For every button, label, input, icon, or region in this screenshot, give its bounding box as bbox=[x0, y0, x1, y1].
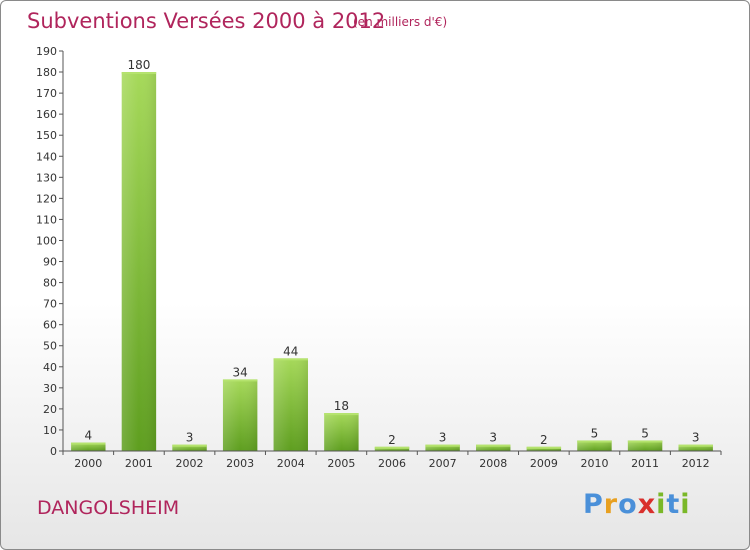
x-axis-ticks: 2000 2001 2002 2003 2004 2005 2006 2007 2008 2009… bbox=[62, 451, 722, 470]
bar-shade-2012 bbox=[678, 444, 713, 451]
place-name: DANGOLSHEIM bbox=[37, 497, 180, 519]
x-tick-label: 2009 bbox=[530, 457, 558, 470]
data-label-2000: 4 bbox=[84, 429, 92, 443]
bar-shade-2008 bbox=[476, 444, 511, 451]
y-tick-label: 20 bbox=[43, 403, 57, 416]
x-tick-label: 2007 bbox=[429, 457, 457, 470]
y-tick-label: 60 bbox=[43, 319, 57, 332]
y-tick-label: 120 bbox=[36, 192, 57, 205]
data-label-2009: 2 bbox=[540, 433, 548, 447]
data-label-2002: 3 bbox=[186, 431, 194, 445]
y-tick-label: 140 bbox=[36, 150, 57, 163]
bar-highlight-2007 bbox=[425, 444, 460, 447]
data-label-2007: 3 bbox=[439, 431, 447, 445]
y-tick-label: 170 bbox=[36, 87, 57, 100]
bar-highlight-2010 bbox=[577, 440, 612, 443]
y-tick-label: 100 bbox=[36, 234, 57, 247]
x-tick-label: 2010 bbox=[580, 457, 608, 470]
y-tick-label: 40 bbox=[43, 361, 57, 374]
x-tick-label: 2005 bbox=[327, 457, 355, 470]
bar-shade-2009 bbox=[526, 446, 562, 451]
logo-letter: i bbox=[680, 489, 691, 520]
y-tick-label: 10 bbox=[43, 424, 57, 437]
x-tick-label: 2000 bbox=[74, 457, 102, 470]
bar-shade-2002 bbox=[172, 444, 207, 451]
y-tick-label: 130 bbox=[36, 171, 57, 184]
y-tick-label: 90 bbox=[43, 256, 57, 269]
y-tick-label: 190 bbox=[36, 45, 57, 58]
data-label-2001: 180 bbox=[127, 58, 150, 72]
data-label-2005: 18 bbox=[334, 399, 349, 413]
x-tick-label: 2003 bbox=[226, 457, 254, 470]
y-tick-label: 0 bbox=[50, 445, 57, 458]
y-tick-label: 150 bbox=[36, 129, 57, 142]
bar-shade-2010 bbox=[577, 440, 612, 451]
bars: 4 180 3 34 44 18 2 3 3 2 5 5 3 bbox=[71, 58, 713, 451]
x-tick-label: 2006 bbox=[378, 457, 406, 470]
y-tick-label: 160 bbox=[36, 108, 57, 121]
data-label-2006: 2 bbox=[388, 433, 396, 447]
chart-unit: (en milliers d'€) bbox=[353, 15, 448, 29]
bar-highlight-2006 bbox=[374, 446, 410, 449]
x-tick-label: 2001 bbox=[125, 457, 153, 470]
bar-highlight-2000 bbox=[71, 442, 106, 445]
y-tick-label: 50 bbox=[43, 340, 57, 353]
bar-highlight-2008 bbox=[476, 444, 511, 447]
bar-highlight-2003 bbox=[222, 379, 258, 382]
logo-letter: r bbox=[603, 489, 619, 520]
bar-shade-2006 bbox=[374, 446, 410, 451]
x-tick-label: 2002 bbox=[176, 457, 204, 470]
logo-letter: o bbox=[618, 489, 638, 520]
bar-shade-2007 bbox=[425, 444, 460, 451]
bar-highlight-2012 bbox=[678, 444, 713, 447]
logo-letter: P bbox=[583, 489, 604, 520]
y-tick-label: 180 bbox=[36, 66, 57, 79]
bar-shade-2005 bbox=[324, 413, 359, 451]
data-label-2003: 34 bbox=[233, 365, 248, 379]
x-tick-label: 2004 bbox=[277, 457, 305, 470]
y-tick-label: 80 bbox=[43, 277, 57, 290]
bar-shade-2001 bbox=[121, 72, 157, 451]
y-tick-label: 30 bbox=[43, 382, 57, 395]
y-tick-label: 70 bbox=[43, 298, 57, 311]
x-tick-label: 2011 bbox=[631, 457, 659, 470]
data-label-2004: 44 bbox=[283, 344, 298, 358]
logo-letter: x bbox=[637, 489, 657, 520]
bar-shade-2011 bbox=[627, 440, 663, 451]
logo-letter: t bbox=[666, 489, 681, 520]
y-tick-label: 110 bbox=[36, 213, 57, 226]
bar-highlight-2002 bbox=[172, 444, 207, 447]
data-label-2012: 3 bbox=[692, 431, 700, 445]
data-label-2011: 5 bbox=[641, 426, 649, 440]
bar-highlight-2005 bbox=[324, 413, 359, 416]
bar-highlight-2001 bbox=[121, 72, 157, 75]
y-axis-ticks: 0 10 20 30 40 50 60 70 80 90 100 110 120 130 140 150 160… bbox=[36, 45, 63, 458]
logo-letter: i bbox=[656, 489, 667, 520]
bar-highlight-2011 bbox=[627, 440, 663, 443]
data-label-2010: 5 bbox=[591, 426, 599, 440]
data-label-2008: 3 bbox=[489, 431, 497, 445]
bar-shade-2000 bbox=[71, 442, 106, 451]
bar-highlight-2009 bbox=[526, 446, 562, 449]
proxiti-logo: Proxiti bbox=[583, 489, 691, 520]
bar-shade-2004 bbox=[273, 358, 308, 451]
x-tick-label: 2008 bbox=[479, 457, 507, 470]
x-tick-label: 2012 bbox=[682, 457, 710, 470]
bar-highlight-2004 bbox=[273, 358, 308, 361]
bar-shade-2003 bbox=[222, 379, 258, 451]
chart-title: Subventions Versées 2000 à 2012 bbox=[27, 9, 386, 33]
